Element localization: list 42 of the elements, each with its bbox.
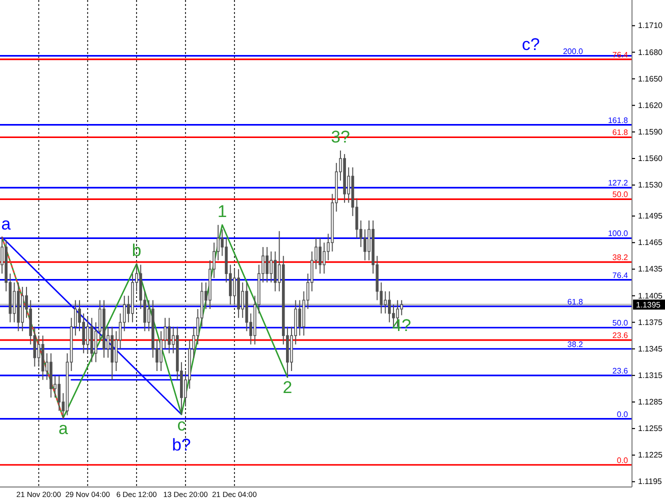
- annotation: 76.4: [612, 270, 629, 280]
- annotation: 23.6: [612, 366, 629, 376]
- y-tick-label: 1.1590: [638, 127, 664, 136]
- annotation: b?: [172, 435, 191, 454]
- annotation: 50.0: [612, 318, 629, 328]
- y-tick-label: 1.1255: [638, 424, 664, 434]
- y-tick-label: 1.1495: [638, 212, 664, 221]
- annotation: 0.0: [616, 410, 629, 419]
- annotation: 161.8: [608, 116, 629, 125]
- annotation: a: [1, 214, 12, 234]
- y-tick-label: 1.1285: [638, 398, 664, 407]
- y-tick-label: 1.1315: [638, 370, 664, 380]
- y-tick-label: 1.1620: [638, 100, 664, 110]
- annotation: a: [58, 418, 68, 438]
- annotation: b: [132, 240, 142, 260]
- y-tick-label: 1.1650: [638, 74, 664, 84]
- annotation: 1: [217, 202, 227, 221]
- y-tick-label: 1.1225: [638, 450, 664, 460]
- annotation: 61.8: [612, 128, 629, 138]
- annotation: 38.2: [612, 253, 629, 262]
- annotation: 23.6: [612, 331, 629, 340]
- y-tick-label: 1.1375: [638, 318, 664, 327]
- y-tick-label: 1.1405: [638, 291, 664, 300]
- y-tick-label: 1.1435: [638, 264, 664, 274]
- y-tick-label: 1.1680: [638, 48, 664, 57]
- annotation: c: [177, 415, 186, 434]
- y-tick-label: 1.1710: [638, 21, 664, 30]
- annotation: 50.0: [612, 190, 629, 200]
- y-tick-label: 1.1345: [638, 344, 664, 354]
- annotation: 0.0: [616, 456, 629, 465]
- y-tick-label: 1.1465: [638, 238, 664, 248]
- ref-line-label: 1.1395: [636, 300, 662, 310]
- annotation: 127.2: [608, 178, 629, 188]
- y-tick-label: 1.1560: [638, 154, 664, 164]
- annotation: 2: [282, 378, 292, 398]
- annotation: 100.0: [608, 229, 629, 238]
- annotation: 200.0: [562, 46, 584, 56]
- annotation: c?: [522, 35, 540, 54]
- annotation: 61.8: [567, 297, 584, 306]
- y-tick-label: 1.1195: [638, 477, 662, 486]
- annotation: 38.2: [567, 340, 584, 349]
- y-tick-label: 1.1530: [638, 180, 664, 190]
